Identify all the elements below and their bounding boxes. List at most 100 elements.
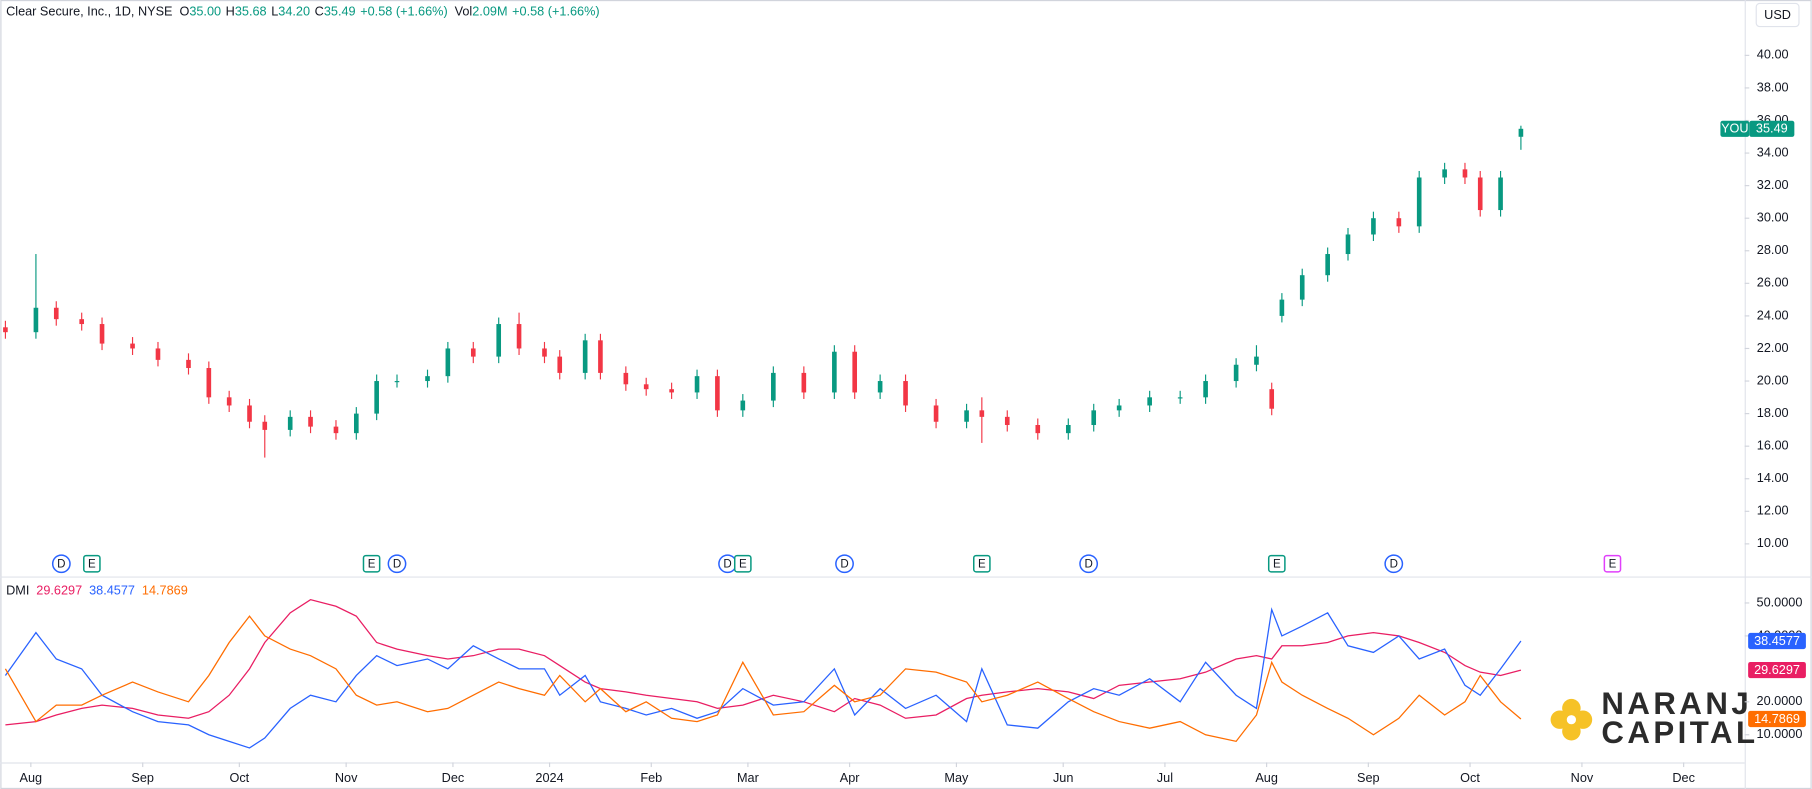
event-label: E	[1609, 558, 1617, 570]
candle-body	[1325, 254, 1330, 276]
x-tick-label: Sep	[1357, 771, 1380, 785]
y-tick-label: 40.00	[1757, 48, 1789, 62]
stat-value: 34.20	[278, 5, 310, 19]
candle-body	[964, 410, 969, 422]
logo-icon	[1550, 698, 1593, 741]
x-tick-label: Oct	[1460, 771, 1480, 785]
candle-body	[1177, 397, 1183, 399]
event-label: D	[1390, 558, 1398, 570]
candle-body	[1498, 177, 1503, 211]
candle-body	[155, 348, 161, 360]
x-tick-label: Aug	[20, 771, 43, 785]
x-tick-label: Sep	[131, 771, 154, 785]
event-label: D	[723, 558, 731, 570]
dmi-line	[4, 607, 1522, 749]
indicator-value: 38.4577	[89, 584, 135, 598]
indicator-value: 29.6297	[36, 584, 82, 598]
candle-body	[852, 351, 858, 393]
x-tick-label: Jul	[1157, 771, 1173, 785]
event-label: E	[88, 558, 96, 570]
change: +0.58 (+1.66%)	[360, 5, 447, 19]
candle-body	[598, 340, 603, 373]
candle-body	[1065, 425, 1071, 434]
stat-value: 35.49	[324, 5, 356, 19]
candle-body	[557, 356, 563, 373]
event-label: D	[57, 558, 65, 570]
event-marker	[1603, 554, 1622, 573]
candle-body	[226, 397, 232, 406]
volume-change: +0.58 (+1.66%)	[512, 5, 599, 19]
candle-body	[333, 426, 339, 434]
event-marker	[51, 554, 71, 574]
y-tick-label: 14.00	[1757, 471, 1789, 485]
candle-body	[516, 324, 522, 349]
volume-key: Vol	[455, 5, 473, 19]
logo: NARANJ CAPITAL	[1550, 686, 1755, 750]
stat-key: L	[271, 5, 278, 19]
candle-body	[470, 348, 476, 357]
candle-body	[354, 413, 359, 434]
event-marker	[362, 554, 381, 573]
logo-line1: NARANJ	[1601, 686, 1752, 721]
y-tick-label: 24.00	[1757, 308, 1789, 322]
candle-body	[1147, 397, 1152, 406]
candle-body	[374, 381, 379, 414]
value-badge	[1748, 710, 1806, 728]
candle-body	[496, 324, 502, 357]
candle-body	[903, 381, 908, 406]
x-tick-label: Aug	[1255, 771, 1278, 785]
candle-body	[1203, 381, 1208, 398]
value-badge-label: 14.7869	[1754, 712, 1800, 726]
candle-body	[262, 421, 268, 430]
y-tick-label: 16.00	[1757, 439, 1789, 453]
event-label: D	[1084, 558, 1092, 570]
candle-body	[1091, 410, 1097, 426]
candle-body	[715, 376, 720, 411]
candle-body	[623, 372, 629, 385]
candle-body	[801, 372, 807, 393]
x-tick-label: Jun	[1053, 771, 1073, 785]
event-marker	[387, 554, 407, 574]
currency-box[interactable]	[1755, 2, 1800, 28]
candle-body	[1477, 177, 1483, 211]
price-badge-label: 35.49	[1756, 122, 1788, 136]
badge-box	[1720, 120, 1750, 137]
x-tick-label: Nov	[335, 771, 358, 785]
candle-body	[394, 381, 400, 383]
y-tick-label: 10.0000	[1757, 727, 1803, 741]
candle-body	[694, 376, 700, 393]
value-badge	[1748, 661, 1806, 679]
event-marker	[973, 554, 991, 573]
y-tick-label: 30.00	[1757, 211, 1789, 225]
event-label: E	[1273, 558, 1281, 570]
x-tick-label: 2024	[535, 771, 563, 785]
stat-key: H	[226, 5, 235, 19]
event-label: D	[393, 558, 401, 570]
price-badge	[1749, 120, 1795, 137]
y-tick-label: 22.00	[1757, 341, 1789, 355]
y-tick-label: 28.00	[1757, 243, 1789, 257]
candle-body	[445, 348, 451, 377]
candle-body	[79, 319, 85, 325]
volume-value: 2.09M	[472, 5, 507, 19]
x-tick-label: Dec	[442, 771, 465, 785]
candle-body	[1254, 356, 1259, 365]
x-tick-label: Dec	[1672, 771, 1695, 785]
candle-body	[542, 348, 547, 357]
candle-body	[1416, 177, 1422, 227]
candle-body	[1345, 234, 1351, 255]
indicator-title: DMI	[6, 584, 29, 598]
header: Clear Secure, Inc., 1D, NYSE O35.00 H35.68…	[6, 5, 600, 19]
candle-body	[99, 324, 105, 344]
symbol-title: Clear Secure, Inc., 1D, NYSE	[6, 5, 172, 19]
dmi-line	[4, 615, 1522, 743]
candle-body	[186, 359, 191, 369]
candle-body	[1396, 218, 1402, 227]
y-tick-label: 20.0000	[1757, 694, 1803, 708]
y-tick-label: 18.00	[1757, 406, 1789, 420]
y-tick-label: 50.0000	[1757, 595, 1803, 609]
candle-body	[582, 340, 588, 373]
event-marker	[835, 554, 854, 574]
event-marker	[733, 554, 752, 573]
